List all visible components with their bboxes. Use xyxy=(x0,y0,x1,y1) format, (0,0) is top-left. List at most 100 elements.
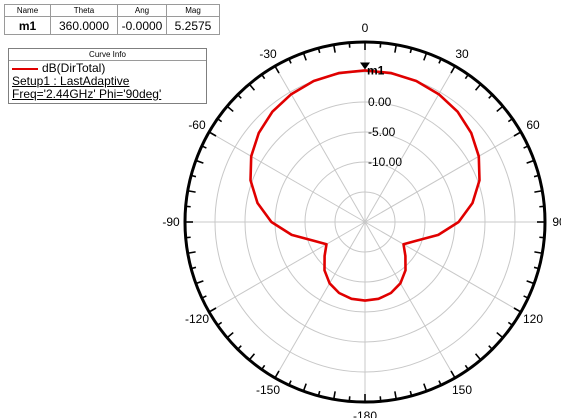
radial-labels: 0.00 -5.00 -10.00 xyxy=(368,95,402,169)
radial-tick-label: 0.00 xyxy=(368,95,392,109)
polar-grid xyxy=(185,42,545,402)
axis-tick xyxy=(190,266,197,270)
axis-tick xyxy=(496,105,504,113)
angle-tick-label: 30 xyxy=(455,47,469,61)
axis-tick xyxy=(523,145,529,149)
grid-spoke xyxy=(364,221,456,379)
curve-info-legend[interactable]: Curve Info dB(DirTotal) Setup1 : LastAda… xyxy=(8,48,207,104)
marker-triangle xyxy=(360,62,370,70)
axis-tick xyxy=(217,118,223,123)
axis-tick xyxy=(226,105,234,113)
axis-tick xyxy=(302,383,307,392)
axis-tick xyxy=(237,94,242,99)
marker-m1-label: m1 xyxy=(367,63,385,77)
angle-labels: 0 30 60 90 120 150 -180 -150 -120 -90 -60 -30 xyxy=(162,21,561,418)
axis-tick xyxy=(237,345,242,350)
marker-row[interactable]: m1 360.0000 -0.0000 5.2575 xyxy=(4,16,220,35)
grid-spoke xyxy=(208,131,366,223)
grid-spoke xyxy=(364,65,456,223)
grid-spoke xyxy=(208,221,366,313)
axis-tick xyxy=(533,174,540,178)
axis-tick xyxy=(248,353,256,361)
axis-tick xyxy=(288,380,292,386)
legend-freq: Freq='2.44GHz' Phi='90deg' xyxy=(12,87,162,101)
axis-tick xyxy=(450,370,456,379)
angle-tick-label: -120 xyxy=(185,312,209,326)
axis-tick xyxy=(450,65,456,74)
axis-tick xyxy=(394,391,398,400)
axis-tick xyxy=(507,118,513,123)
axis-tick xyxy=(507,321,513,326)
radial-tick-label: -10.00 xyxy=(368,155,402,169)
axis-tick xyxy=(302,52,307,61)
angle-tick-label: -150 xyxy=(256,383,280,397)
polar-axis xyxy=(183,40,547,404)
trace-layer xyxy=(249,69,481,302)
trace-dirtotal xyxy=(249,69,481,302)
axis-tick xyxy=(317,47,321,54)
angle-tick-label: -60 xyxy=(188,118,206,132)
axis-tick xyxy=(288,58,292,64)
angle-tick-label: -180 xyxy=(353,409,377,418)
axis-tick xyxy=(208,307,217,313)
axis-tick xyxy=(409,47,413,54)
angle-tick-label: 150 xyxy=(452,383,472,397)
axis-tick xyxy=(513,307,522,313)
angle-tick-label: 0 xyxy=(362,21,369,35)
axis-tick xyxy=(526,280,535,285)
axis-tick xyxy=(261,74,266,80)
axis-tick xyxy=(488,94,493,99)
axis-tick xyxy=(201,295,207,299)
axis-tick xyxy=(394,44,398,53)
axis-tick xyxy=(464,74,469,80)
legend-title: Curve Info xyxy=(9,49,206,61)
axis-tick xyxy=(423,383,428,392)
axis-tick xyxy=(248,83,256,91)
axis-tick xyxy=(187,251,196,255)
grid-spoke xyxy=(274,65,366,223)
axis-tick xyxy=(332,391,336,400)
axis-tick xyxy=(195,159,204,164)
axis-tick xyxy=(317,390,321,397)
axis-tick xyxy=(534,251,543,255)
axis-tick xyxy=(513,131,522,137)
axis-tick xyxy=(226,331,234,339)
marker-layer: m1 xyxy=(360,62,385,77)
axis-tick xyxy=(496,331,504,339)
axis-tick xyxy=(201,145,207,149)
axis-tick xyxy=(208,131,217,137)
marker-table: Name Theta Ang Mag m1 360.0000 -0.0000 5… xyxy=(4,4,220,35)
axis-tick xyxy=(261,364,266,370)
axis-tick xyxy=(534,189,543,193)
axis-tick xyxy=(523,295,529,299)
axis-tick xyxy=(190,174,197,178)
axis-tick xyxy=(195,280,204,285)
angle-tick-label: 60 xyxy=(526,118,540,132)
legend-setup: Setup1 : LastAdaptive xyxy=(12,74,130,88)
axis-tick xyxy=(488,345,493,350)
axis-tick xyxy=(438,380,442,386)
angle-tick-label: -30 xyxy=(259,47,277,61)
axis-tick xyxy=(423,52,428,61)
axis-tick xyxy=(474,83,482,91)
legend-trace-name: dB(DirTotal) xyxy=(42,61,106,75)
axis-tick xyxy=(274,65,280,74)
axis-tick xyxy=(217,321,223,326)
radial-tick-label: -5.00 xyxy=(368,125,396,139)
grid-spoke xyxy=(274,221,366,379)
trace-color-swatch xyxy=(12,67,38,70)
grid-spoke xyxy=(364,221,522,313)
angle-tick-label: -90 xyxy=(162,215,180,229)
angle-tick-label: 90 xyxy=(552,215,561,229)
axis-tick xyxy=(438,58,442,64)
axis-tick xyxy=(533,266,540,270)
axis-tick xyxy=(409,390,413,397)
angle-tick-label: 120 xyxy=(523,312,543,326)
marker-ang-cell: -0.0000 xyxy=(117,16,167,35)
marker-mag-cell: 5.2575 xyxy=(166,16,220,35)
axis-tick xyxy=(526,159,535,164)
axis-tick xyxy=(332,44,336,53)
axis-tick xyxy=(464,364,469,370)
axis-tick xyxy=(187,189,196,193)
